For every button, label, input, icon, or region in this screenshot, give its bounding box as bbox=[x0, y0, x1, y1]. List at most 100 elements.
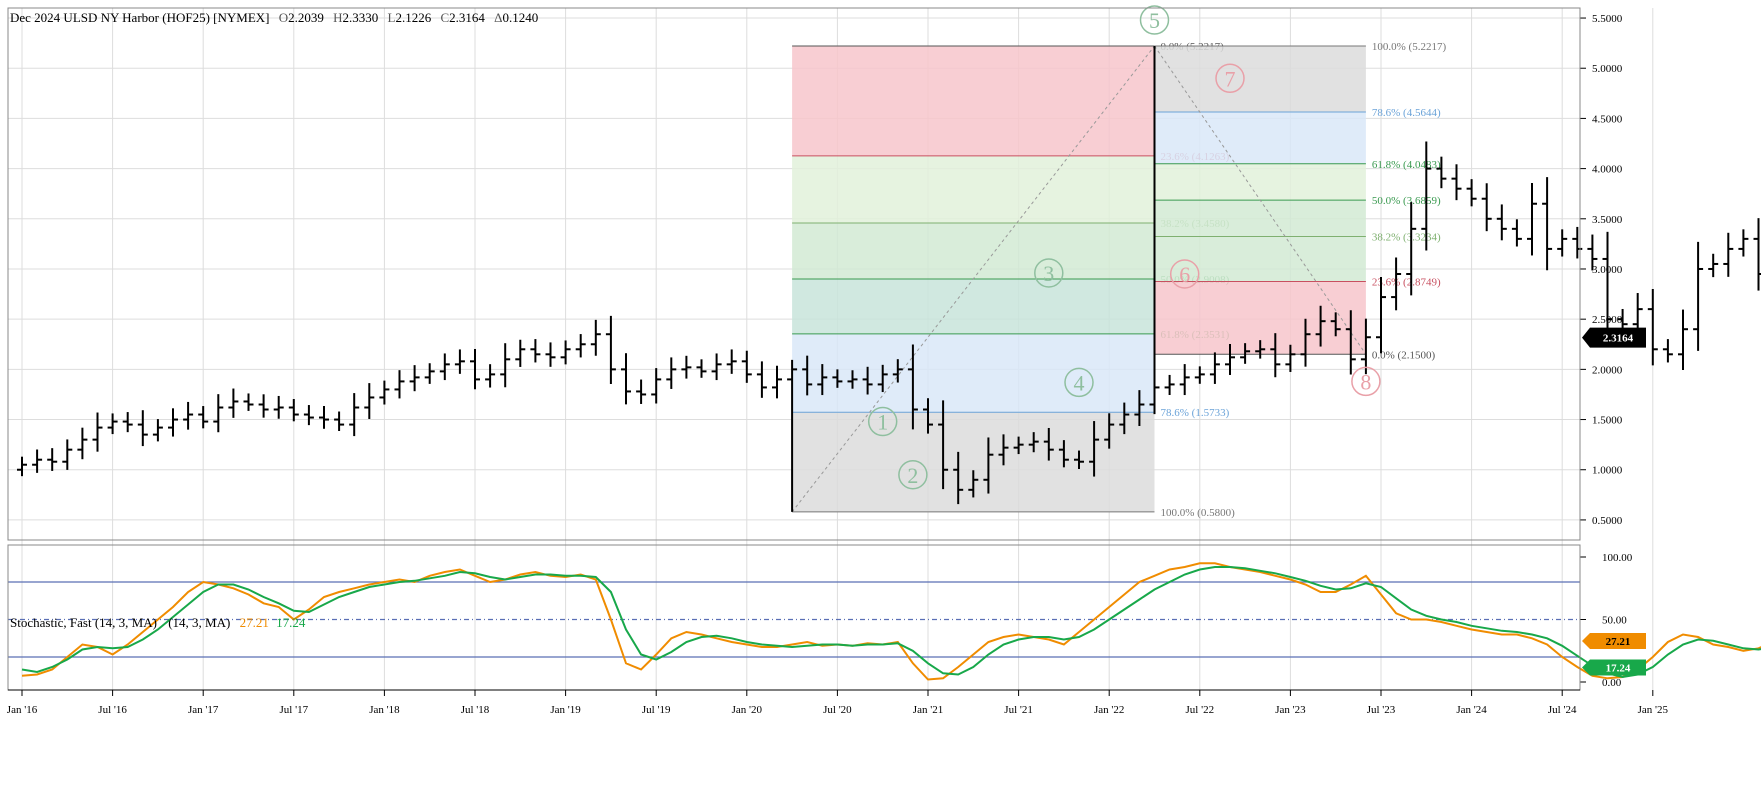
wave-circle bbox=[1139, 5, 1170, 35]
fib-up-zone bbox=[792, 223, 1155, 279]
time-tick-label: Jul '20 bbox=[823, 704, 852, 716]
high-value: 2.3330 bbox=[343, 10, 379, 25]
time-tick-label: Jan '22 bbox=[1094, 704, 1124, 716]
fib-up-zone bbox=[792, 45, 1155, 156]
low-value: 2.1226 bbox=[395, 10, 431, 25]
last-price-label: 2.3164 bbox=[1603, 333, 1634, 345]
price-tick-label: 5.0000 bbox=[1592, 63, 1623, 75]
price-tick-label: 0.5000 bbox=[1592, 515, 1623, 527]
price-tick-label: 2.0000 bbox=[1592, 364, 1623, 376]
time-tick-label: Jul '22 bbox=[1186, 704, 1215, 716]
time-tick-label: Jul '19 bbox=[642, 704, 671, 716]
fib-down-level-label: 23.6% (2.8749) bbox=[1372, 277, 1441, 289]
time-tick-label: Jan '21 bbox=[913, 704, 943, 716]
wave-label: 1 bbox=[877, 410, 888, 435]
price-tick-label: 3.0000 bbox=[1592, 264, 1623, 276]
wave-circle bbox=[1034, 258, 1064, 288]
slow-d-line bbox=[21, 566, 1761, 679]
time-tick-label: Jul '23 bbox=[1367, 704, 1396, 716]
fast-k-line bbox=[21, 562, 1761, 681]
wave-circle bbox=[1169, 259, 1200, 289]
time-tick-label: Jan '18 bbox=[369, 704, 400, 716]
price-bars bbox=[17, 45, 1761, 512]
chart-legend: Dec 2024 ULSD NY Harbor (HOF25) [NYMEX] … bbox=[10, 10, 538, 25]
wave-label: 7 bbox=[1225, 66, 1236, 91]
fib-down-zone bbox=[1154, 45, 1366, 112]
fib-down-zone bbox=[1154, 163, 1366, 201]
time-axis: Jan '16 Jul '16 Jan '17 Jul '17 Jan '18 Jul '… bbox=[7, 690, 1669, 716]
wave-label: 8 bbox=[1360, 369, 1371, 394]
time-tick-label: Jul '21 bbox=[1004, 704, 1033, 716]
fib-up-zone bbox=[792, 155, 1155, 224]
change-label: Δ bbox=[494, 10, 502, 25]
fib-down-zone bbox=[1154, 236, 1366, 282]
wave-label: 4 bbox=[1074, 370, 1085, 395]
time-tick-label: Jul '18 bbox=[461, 704, 490, 716]
close-label: C bbox=[440, 10, 449, 25]
fib-down-level-label: 38.2% (3.3234) bbox=[1372, 232, 1441, 244]
wave-circle bbox=[1215, 63, 1245, 94]
high-label: H bbox=[333, 10, 342, 25]
fib-up-level-label: 100.0% (0.5800) bbox=[1161, 507, 1236, 519]
wave-circle bbox=[898, 460, 928, 490]
time-tick-label: Jul '17 bbox=[280, 704, 309, 716]
fib-up-zone bbox=[792, 333, 1155, 413]
chart-title: Dec 2024 ULSD NY Harbor (HOF25) [NYMEX] bbox=[10, 10, 269, 25]
price-tick-label: 3.5000 bbox=[1592, 214, 1623, 226]
price-tick-label: 1.0000 bbox=[1592, 465, 1623, 477]
time-tick-label: Jul '16 bbox=[98, 704, 127, 716]
last-price-marker bbox=[1582, 327, 1646, 348]
time-tick-label: Jan '25 bbox=[1638, 704, 1669, 716]
elliott-wave-labels: 1 2 3 4 5 6 7 8 bbox=[867, 5, 1381, 490]
stochastic-tick-label: 100.00 bbox=[1602, 552, 1633, 564]
time-tick-label: Jan '17 bbox=[188, 704, 219, 716]
slow-d-marker bbox=[1582, 659, 1646, 676]
time-tick-label: Jan '20 bbox=[732, 704, 763, 716]
close-value: 2.3164 bbox=[449, 10, 485, 25]
fib-down-level-label: 78.6% (4.5644) bbox=[1372, 107, 1441, 119]
open-value: 2.2039 bbox=[288, 10, 324, 25]
stochastic-legend: Stochastic, Fast (14, 3, MA) (14, 3, MA)… bbox=[10, 615, 306, 630]
fib-down-zone bbox=[1154, 111, 1366, 164]
time-tick-label: Jan '16 bbox=[7, 704, 38, 716]
time-tick-label: Jul '24 bbox=[1548, 704, 1577, 716]
panel-frames bbox=[7, 7, 1581, 691]
fib-down-zone bbox=[1154, 200, 1366, 237]
fast-k-marker-label: 27.21 bbox=[1606, 636, 1631, 648]
price-tick-label: 2.5000 bbox=[1592, 314, 1623, 326]
stochastic-tick-label: 0.00 bbox=[1602, 677, 1622, 689]
price-axis: 0.5000 1.0000 1.5000 2.0000 2.5000 3.0000 3.50… bbox=[1580, 13, 1646, 689]
fast-k-value: 27.21 bbox=[240, 615, 269, 630]
fib-up-zone bbox=[792, 278, 1155, 334]
wave-circle bbox=[867, 406, 898, 437]
trend-line-up bbox=[791, 45, 1155, 513]
stochastic-panel bbox=[8, 562, 1761, 681]
stochastic-tick-label: 50.00 bbox=[1602, 615, 1627, 627]
time-tick-label: Jan '24 bbox=[1456, 704, 1487, 716]
price-tick-label: 1.5000 bbox=[1592, 415, 1623, 427]
price-tick-label: 4.5000 bbox=[1592, 113, 1623, 125]
wave-label: 6 bbox=[1179, 262, 1190, 287]
fast-k-marker bbox=[1582, 632, 1646, 649]
slow-d-marker-label: 17.24 bbox=[1606, 662, 1631, 674]
fib-down-level-label: 61.8% (4.0483) bbox=[1372, 159, 1441, 171]
time-tick-label: Jan '19 bbox=[550, 704, 581, 716]
fib-down-level-label: 50.0% (3.6859) bbox=[1372, 195, 1441, 207]
fib-down-level-label: 0.0% (2.1500) bbox=[1372, 349, 1436, 361]
stochastic-params: (14, 3, MA) bbox=[168, 615, 230, 630]
price-tick-label: 4.0000 bbox=[1592, 164, 1623, 176]
slow-d-value: 17.24 bbox=[276, 615, 306, 630]
wave-circle bbox=[1351, 366, 1381, 397]
price-tick-label: 5.5000 bbox=[1592, 13, 1623, 25]
change-value: 0.1240 bbox=[503, 10, 539, 25]
low-label: L bbox=[388, 10, 396, 25]
wave-circle bbox=[1064, 367, 1094, 398]
time-tick-label: Jan '23 bbox=[1275, 704, 1306, 716]
wave-label: 2 bbox=[907, 463, 918, 488]
stochastic-title: Stochastic, Fast (14, 3, MA) bbox=[10, 615, 157, 630]
price-panel-frame bbox=[7, 7, 1581, 541]
wave-label: 3 bbox=[1043, 261, 1054, 286]
open-label: O bbox=[279, 10, 288, 25]
trend-line-down bbox=[1154, 45, 1367, 355]
